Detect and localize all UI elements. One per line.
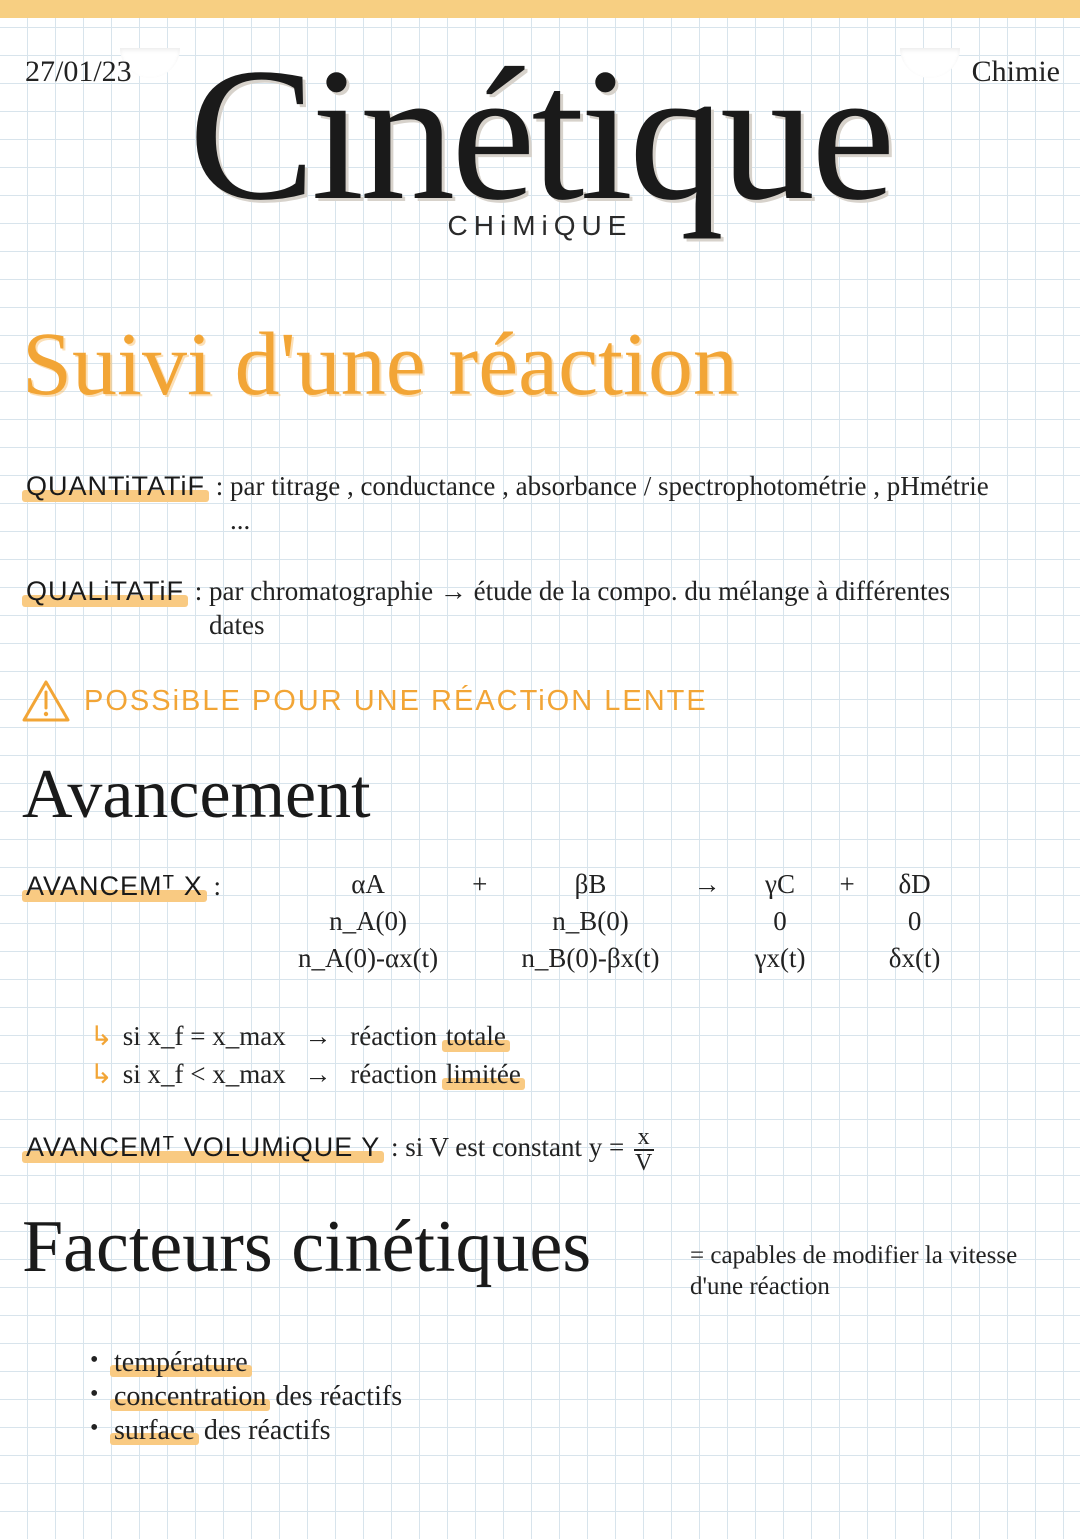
bullet-hl: température [112,1347,250,1379]
cell: αA [282,867,454,902]
list-item: concentration des réactifs [90,1381,402,1413]
cell [823,904,870,939]
cell [456,904,503,939]
bullet-hl: surface [112,1415,197,1447]
quantitatif-label: QUANTiTATiF [24,470,207,504]
avancement-y-row: AVANCEMᵀ VOLUMiQUE Y : si V est constant… [22,1125,1062,1175]
cell [678,904,737,939]
arrow-icon: ↳ [90,1020,116,1054]
quantitatif-text: par titrage , conductance , absorbance /… [230,470,1010,538]
bullet-rest: des réactifs [268,1381,402,1412]
warning-text: POSSiBLE POUR UNE RÉACTiON LENTE [84,685,708,718]
list-item: surface des réactifs [90,1415,402,1447]
cell: δD [873,867,957,902]
cell: βB [505,867,675,902]
section-heading-facteurs: Facteurs cinétiques [22,1210,591,1284]
cell: + [456,867,503,902]
cell [823,941,870,976]
section-heading-suivi: Suivi d'une réaction [22,320,738,410]
arrow-icon: ↳ [90,1058,116,1092]
page-title: Cinétique [0,40,1080,230]
cell: 0 [739,904,822,939]
warning-row: POSSiBLE POUR UNE RÉACTiON LENTE [22,680,708,722]
bullet-hl: concentration [112,1381,268,1413]
avancement-y-label: AVANCEMᵀ VOLUMiQUE Y [24,1131,382,1165]
cell [678,941,737,976]
list-item: température [90,1347,402,1379]
cell: γC [739,867,822,902]
avancement-y-text: si V est constant y = [405,1132,624,1162]
cell: δx(t) [873,941,957,976]
cell: 0 [873,904,957,939]
qualitatif-label: QUALiTATiF [24,575,186,609]
cond-hl-word: limitée [444,1058,523,1092]
reaction-row-at-t: n_A(0)-αx(t) n_B(0)-βx(t) γx(t) δx(t) [282,941,956,976]
reaction-table: αA + βB → γC + δD n_A(0) n_B(0) 0 0 n_A(… [280,865,958,978]
cell: γx(t) [739,941,822,976]
quantitatif-row: QUANTiTATiF : par titrage , conductance … [22,470,1060,538]
facteurs-sub: = capables de modifier la vitesse d'une … [690,1240,1060,1303]
avancement-x-row: AVANCEMᵀ X : [22,870,221,904]
cell: n_A(0)-αx(t) [282,941,454,976]
cond-rhs: réaction [350,1021,437,1051]
warning-icon [22,680,70,722]
cell: n_B(0) [505,904,675,939]
fraction-den: V [631,1151,656,1175]
qualitatif-text: par chromatographie → étude de la compo.… [209,575,1009,643]
avancement-x-label: AVANCEMᵀ X [24,870,205,904]
cond-lhs: si x_f < x_max [123,1059,286,1089]
section-heading-avancement: Avancement [22,760,371,830]
cond-lhs: si x_f = x_max [123,1021,286,1051]
main-title-block: Cinétique CHiMiQUE [0,40,1080,242]
top-band [0,0,1080,18]
bullet-rest: des réactifs [197,1415,331,1446]
fraction-x-over-v: x V [631,1125,656,1175]
page-subtitle: CHiMiQUE [0,210,1080,242]
reaction-row-initial: n_A(0) n_B(0) 0 0 [282,904,956,939]
reaction-row-species: αA + βB → γC + δD [282,867,956,902]
cond-hl-word: totale [444,1020,508,1054]
facteurs-list: température concentration des réactifs s… [90,1345,402,1449]
cell [456,941,503,976]
qualitatif-row: QUALiTATiF : par chromatographie → étude… [22,575,1060,643]
cell: → [678,867,737,902]
fraction-num: x [634,1125,654,1151]
condition-totale: ↳ si x_f = x_max → réaction totale [90,1020,508,1054]
cell: n_A(0) [282,904,454,939]
cell: n_B(0)-βx(t) [505,941,675,976]
cell: + [823,867,870,902]
condition-limitee: ↳ si x_f < x_max → réaction limitée [90,1058,523,1092]
cond-rhs: réaction [350,1059,437,1089]
